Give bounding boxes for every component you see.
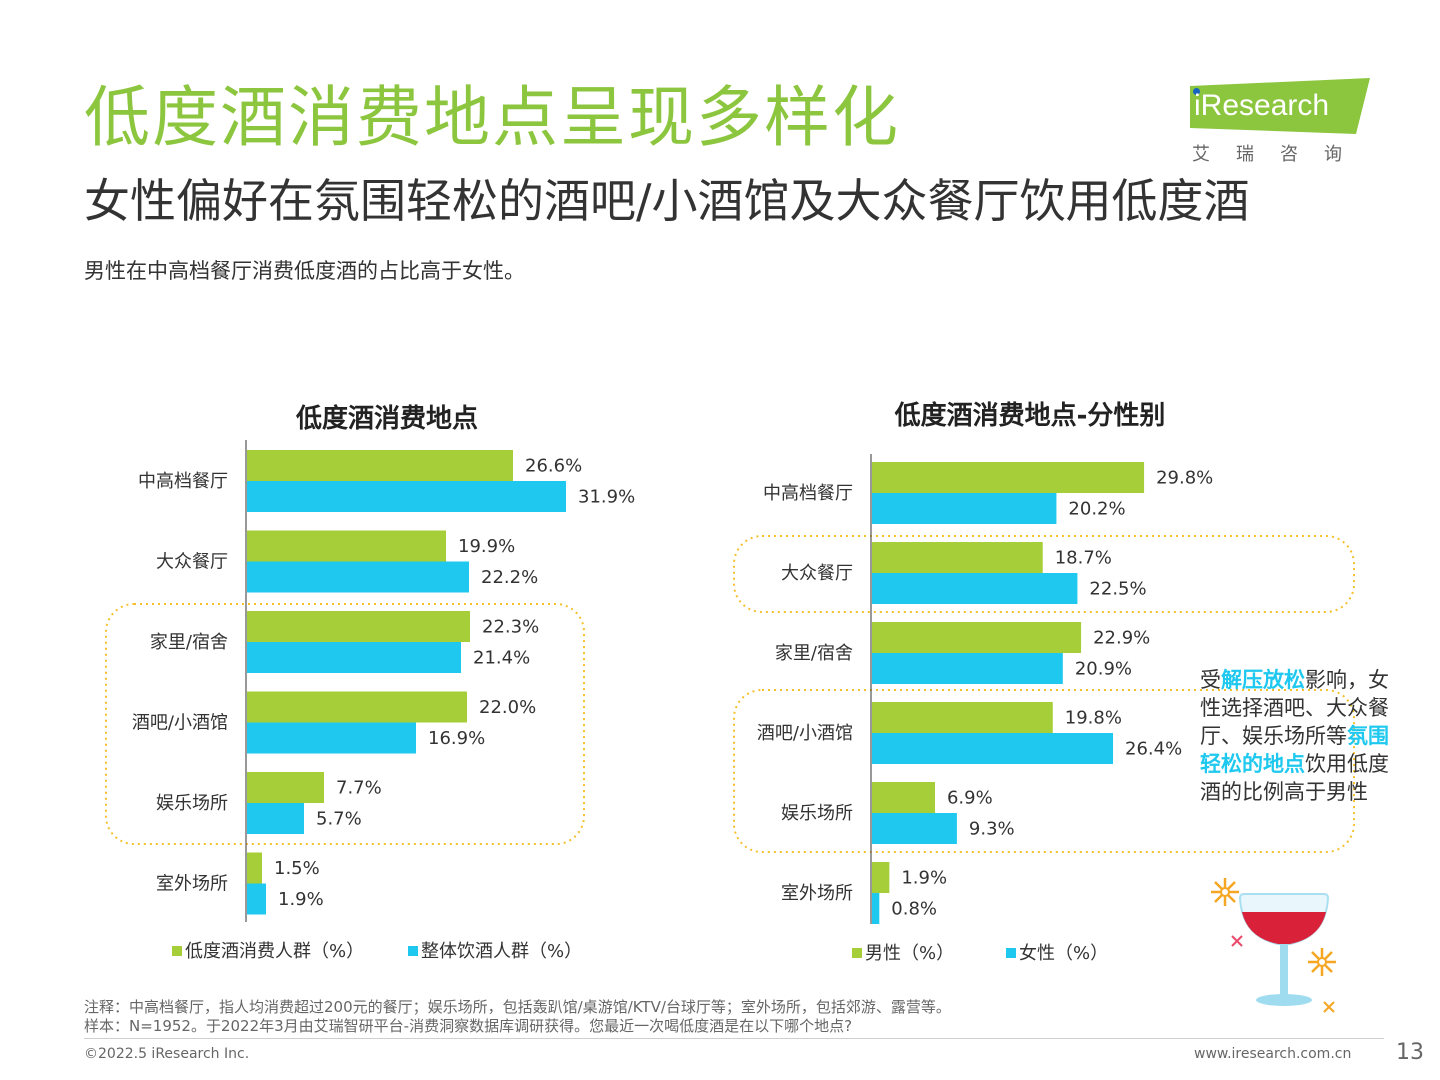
category-label: 大众餐厅: [781, 563, 853, 584]
summary-text: 男性在中高档餐厅消费低度酒的占比高于女性。: [84, 259, 525, 283]
value-label: 6.9%: [947, 788, 993, 809]
callout-highlight-2: 氛围轻松的地点: [1200, 724, 1389, 776]
legend-label: 男性（%）: [865, 943, 954, 964]
callout-part-1: 受: [1200, 668, 1221, 692]
website-link[interactable]: www.iresearch.com.cn: [1194, 1046, 1352, 1062]
bar: [872, 893, 880, 924]
bar: [247, 883, 266, 915]
category-label: 酒吧/小酒馆: [757, 723, 853, 744]
value-label: 16.9%: [428, 728, 485, 749]
bar: [872, 813, 957, 844]
value-label: 26.6%: [525, 456, 582, 477]
bar: [247, 722, 416, 754]
bar: [872, 862, 890, 893]
bar: [872, 733, 1114, 764]
sparkle-icon: [1231, 935, 1243, 947]
bar: [872, 782, 935, 813]
value-label: 22.5%: [1089, 579, 1146, 600]
value-label: 1.5%: [274, 858, 320, 879]
bar: [872, 542, 1043, 573]
callout-text: 受解压放松影响，女性选择酒吧、大众餐厅、娱乐场所等氛围轻松的地点饮用低度酒的比例…: [1200, 666, 1390, 806]
category-label: 中高档餐厅: [763, 483, 853, 504]
category-label: 家里/宿舍: [775, 643, 853, 664]
footnote-line: 注释：中高档餐厅，指人均消费超过200元的餐厅；娱乐场所，包括轰趴馆/桌游馆/K…: [84, 998, 951, 1016]
footnote-line: 样本：N=1952。于2022年3月由艾瑞智研平台-消费洞察数据库调研获得。您最…: [84, 1017, 853, 1035]
category-label: 大众餐厅: [156, 552, 228, 573]
value-label: 29.8%: [1156, 468, 1213, 489]
highlight-dashed-box: [105, 603, 585, 845]
bar: [247, 642, 461, 673]
value-label: 20.2%: [1068, 499, 1125, 520]
value-label: 31.9%: [578, 487, 635, 508]
legend-label: 低度酒消费人群（%）: [185, 941, 364, 962]
bar: [247, 852, 262, 884]
bar: [247, 530, 446, 562]
page-number: 13: [1396, 1040, 1424, 1065]
legend-swatch: [852, 948, 862, 958]
value-label: 22.9%: [1093, 628, 1150, 649]
highlight-dashed-box: [733, 535, 1355, 613]
logo-chinese-name: 艾瑞咨询: [1192, 144, 1368, 165]
logo-wordmark: iResearch: [1194, 89, 1330, 122]
category-label: 娱乐场所: [156, 793, 228, 814]
value-label: 9.3%: [969, 819, 1015, 840]
category-label: 娱乐场所: [781, 803, 853, 824]
page-title: 低度酒消费地点呈现多样化: [84, 79, 900, 156]
bar: [872, 702, 1053, 733]
bar: [872, 622, 1082, 653]
legend-label: 整体饮酒人群（%）: [421, 941, 582, 962]
logo-banner-shape: [1190, 78, 1370, 134]
value-label: 19.9%: [458, 536, 515, 557]
callout-part-2: 影响，女性选择酒吧、大众餐厅、娱乐场所等: [1200, 668, 1389, 748]
value-label: 1.9%: [901, 868, 947, 889]
bar: [247, 481, 566, 512]
category-label: 中高档餐厅: [138, 471, 228, 492]
value-label: 20.9%: [1075, 659, 1132, 680]
wine-glass-illustration: [1211, 878, 1336, 1013]
value-label: 5.7%: [316, 809, 362, 830]
value-label: 1.9%: [278, 889, 324, 910]
value-label: 26.4%: [1125, 739, 1182, 760]
legend-swatch: [1006, 948, 1016, 958]
bar: [247, 561, 469, 593]
page-subtitle: 女性偏好在氛围轻松的酒吧/小酒馆及大众餐厅饮用低度酒: [84, 174, 1250, 228]
value-label: 22.2%: [481, 567, 538, 588]
value-label: 22.3%: [482, 617, 539, 638]
category-label: 室外场所: [156, 874, 228, 895]
footer-divider: [84, 1038, 1384, 1039]
value-label: 19.8%: [1065, 708, 1122, 729]
chart-title: 低度酒消费地点-分性别: [894, 400, 1166, 431]
bar: [872, 653, 1063, 684]
iresearch-logo: iResearch 艾瑞咨询: [1186, 76, 1376, 166]
legend-swatch: [408, 946, 418, 956]
chart-title: 低度酒消费地点: [295, 403, 478, 434]
category-label: 酒吧/小酒馆: [132, 713, 228, 734]
highlight-dashed-box: [733, 689, 1355, 853]
bar: [872, 573, 1078, 604]
value-label: 22.0%: [479, 697, 536, 718]
value-label: 0.8%: [891, 899, 937, 920]
footnote: 注释：中高档餐厅，指人均消费超过200元的餐厅；娱乐场所，包括轰趴馆/桌游馆/K…: [84, 998, 951, 1036]
value-label: 21.4%: [473, 648, 530, 669]
bar: [247, 611, 470, 642]
value-label: 18.7%: [1055, 548, 1112, 569]
logo-dot-icon: [1193, 88, 1200, 95]
value-label: 7.7%: [336, 778, 382, 799]
copyright: ©2022.5 iResearch Inc.: [84, 1046, 250, 1062]
sparkle-icon: [1323, 1001, 1335, 1013]
bar: [872, 493, 1057, 524]
category-label: 室外场所: [781, 883, 853, 904]
bar: [872, 462, 1145, 493]
category-label: 家里/宿舍: [150, 632, 228, 653]
bar: [247, 450, 513, 481]
callout-highlight-1: 解压放松: [1221, 668, 1305, 692]
bar: [247, 803, 304, 834]
bar: [247, 772, 324, 803]
callout-part-3: 饮用低度酒的比例高于男性: [1200, 752, 1389, 804]
legend-swatch: [172, 946, 182, 956]
legend-label: 女性（%）: [1019, 943, 1108, 964]
bar: [247, 691, 467, 723]
